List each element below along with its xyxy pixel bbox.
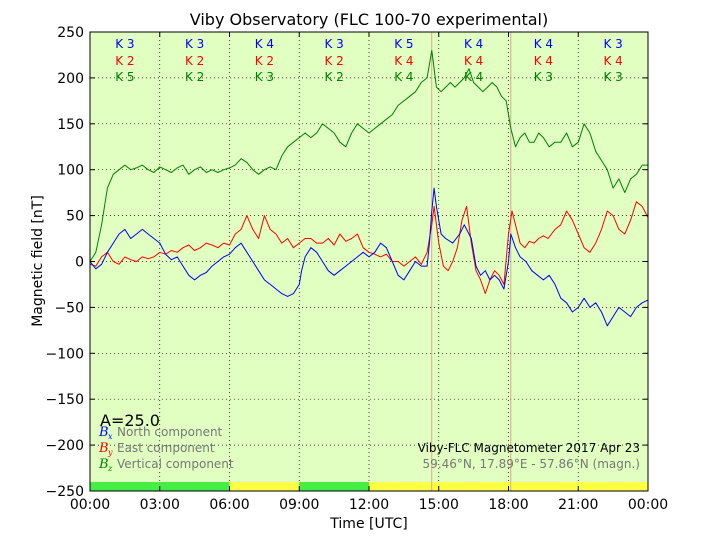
legend-symbol: B xyxy=(98,441,109,456)
x-tick-label: 03:00 xyxy=(140,497,180,513)
chart-title: Viby Observatory (FLC 100-70 experimenta… xyxy=(190,10,549,29)
event-markers xyxy=(431,32,512,491)
k-index-labels: K 3 K 3 K 4 K 3 K 5 K 4 K 4 K 3 K 2 K 2 K 2 K 2 K 4 K… xyxy=(115,37,623,84)
grid xyxy=(90,32,648,491)
y-tick-label: 100 xyxy=(57,163,84,179)
k-index-label: K 4 xyxy=(534,37,553,51)
k-index-label: K 3 xyxy=(185,37,204,51)
x-axis-label: Time [UTC] xyxy=(329,516,407,532)
legend-label: East component xyxy=(117,441,215,455)
series-line xyxy=(89,187,649,327)
legend-symbol-subscript: x xyxy=(108,432,113,441)
y-tick-label: −100 xyxy=(46,346,84,362)
k-index-label: K 5 xyxy=(115,70,134,84)
y-tick-label: 200 xyxy=(57,71,84,87)
x-tick-label: 21:00 xyxy=(558,497,598,513)
y-axis-label: Magnetic field [nT] xyxy=(30,195,46,327)
series-lines xyxy=(89,49,649,327)
k-index-label: K 4 xyxy=(255,37,274,51)
k-index-label: K 2 xyxy=(185,70,204,84)
k-index-label: K 4 xyxy=(394,54,413,68)
legend-symbol-subscript: z xyxy=(107,464,113,473)
k-index-label: K 2 xyxy=(324,54,343,68)
legend-symbol-subscript: y xyxy=(107,448,113,457)
legend-label: North component xyxy=(117,425,223,439)
y-tick-label: −150 xyxy=(46,392,84,408)
k-index-label: K 3 xyxy=(324,37,343,51)
y-tick-label: 250 xyxy=(57,25,84,41)
daylight-segment xyxy=(299,482,369,491)
k-index-label: K 3 xyxy=(534,70,553,84)
axis-ticks: 00:00 03:00 06:00 09:00 12:00 15:00 18:00 21:00… xyxy=(46,25,669,513)
x-tick-label: 09:00 xyxy=(279,497,319,513)
legend-symbol: B xyxy=(98,425,109,440)
k-index-label: K 3 xyxy=(603,70,622,84)
k-index-label: K 4 xyxy=(394,70,413,84)
k-index-label: K 3 xyxy=(603,37,622,51)
k-index-label: K 2 xyxy=(255,54,274,68)
y-tick-label: 50 xyxy=(66,209,84,225)
k-index-label: K 4 xyxy=(464,70,483,84)
footer-coordinates: 59.46°N, 17.89°E - 57.86°N (magn.) xyxy=(423,457,640,471)
legend-symbol: B xyxy=(98,457,109,472)
x-tick-label: 15:00 xyxy=(419,497,459,513)
y-tick-label: −200 xyxy=(46,438,84,454)
k-index-label: K 2 xyxy=(185,54,204,68)
k-index-label: K 2 xyxy=(115,54,134,68)
series-line xyxy=(89,201,649,295)
daylight-segment xyxy=(229,482,300,491)
k-index-label: K 2 xyxy=(324,70,343,84)
y-tick-label: 150 xyxy=(57,117,84,133)
x-tick-label: 18:00 xyxy=(488,497,528,513)
k-index-label: K 4 xyxy=(464,37,483,51)
y-tick-label: 0 xyxy=(75,255,84,271)
x-tick-label: 00:00 xyxy=(628,497,668,513)
y-tick-label: −50 xyxy=(54,300,84,316)
k-index-label: K 3 xyxy=(115,37,134,51)
k-index-label: K 4 xyxy=(534,54,553,68)
series-line xyxy=(89,49,648,262)
legend-label: Vertical component xyxy=(117,457,234,471)
k-index-label: K 5 xyxy=(394,37,413,51)
a-index-annotation: A=25.0 xyxy=(100,411,160,430)
footer-instrument-date: Viby-FLC Magnetometer 2017 Apr 23 xyxy=(418,441,640,455)
y-tick-label: −250 xyxy=(46,484,84,500)
x-tick-label: 12:00 xyxy=(349,497,389,513)
k-index-label: K 4 xyxy=(603,54,622,68)
x-tick-label: 00:00 xyxy=(70,497,110,513)
x-tick-label: 06:00 xyxy=(209,497,249,513)
k-index-label: K 4 xyxy=(464,54,483,68)
k-index-label: K 3 xyxy=(255,70,274,84)
